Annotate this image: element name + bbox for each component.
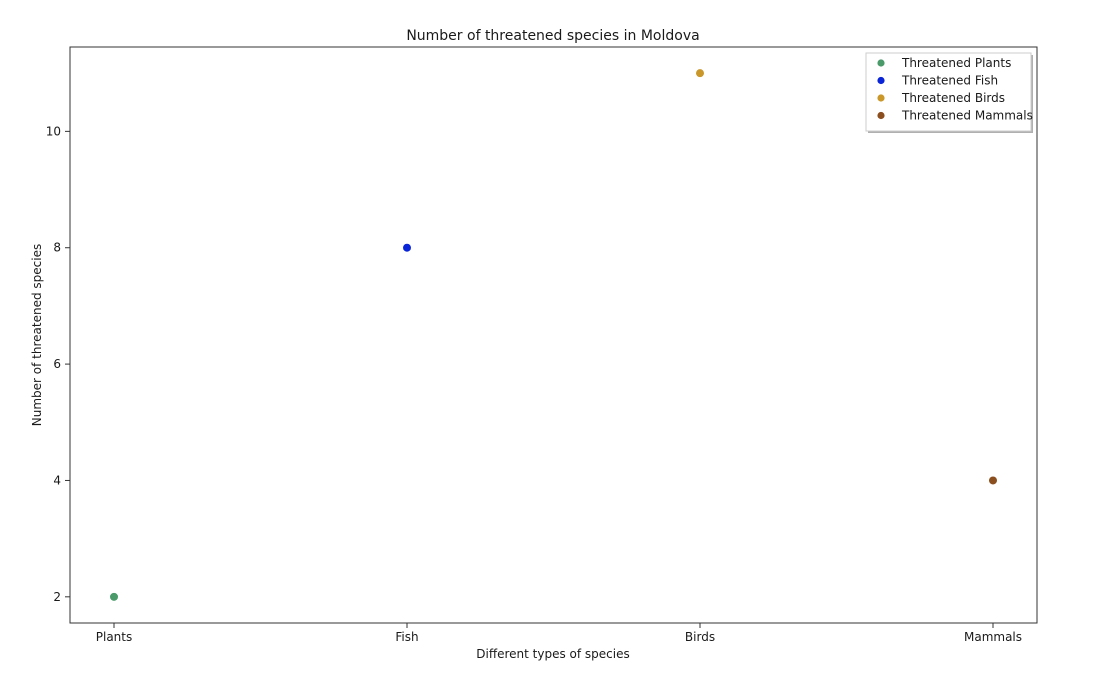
y-axis-ticks: 2 4 6 8 10 (46, 124, 70, 604)
y-tick-label: 4 (53, 473, 61, 487)
legend-label: Threatened Mammals (901, 109, 1033, 123)
x-axis-ticks: Plants Fish Birds Mammals (96, 623, 1022, 644)
legend-marker (877, 111, 885, 120)
plot-area (69, 46, 1038, 624)
legend-marker (877, 76, 885, 85)
data-point-birds (696, 69, 704, 78)
y-tick-label: 8 (53, 241, 61, 255)
data-point-plants (110, 592, 118, 601)
legend-box (865, 52, 1032, 132)
legend-marker (877, 94, 885, 102)
legend-marker (877, 59, 885, 67)
legend: Threatened Plants Threatened Fish Threaten… (865, 52, 1033, 133)
x-tick-label: Plants (96, 630, 133, 644)
y-tick-label: 2 (53, 590, 61, 604)
data-points (110, 69, 997, 601)
data-point-fish (403, 243, 411, 252)
legend-label: Threatened Fish (901, 74, 998, 88)
y-axis-title: Number of threatened species (30, 244, 44, 426)
chart-title: Number of threatened species in Moldova (406, 28, 699, 44)
y-tick-label: 6 (53, 357, 61, 371)
x-axis-title: Different types of species (476, 647, 629, 661)
x-tick-label: Fish (395, 630, 418, 644)
y-tick-label: 10 (46, 124, 61, 138)
legend-label: Threatened Birds (901, 91, 1005, 105)
x-tick-label: Birds (685, 630, 715, 644)
x-tick-label: Mammals (964, 630, 1022, 644)
data-point-mammals (989, 476, 997, 485)
legend-label: Threatened Plants (901, 56, 1011, 70)
